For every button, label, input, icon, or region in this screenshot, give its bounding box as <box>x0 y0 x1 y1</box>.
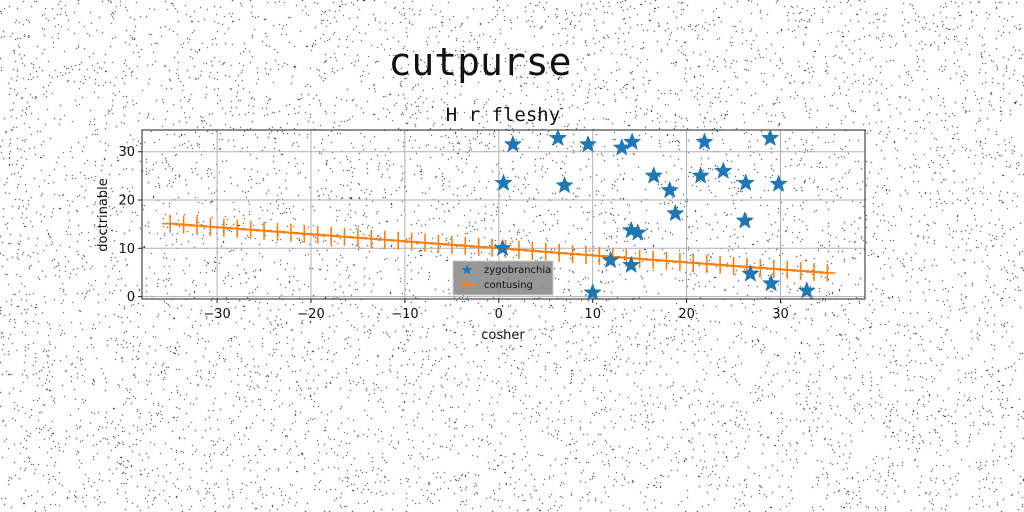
contusing-marker <box>336 227 353 246</box>
figure-suptitle: cutpurse <box>388 40 572 84</box>
y-axis-label: doctrinable <box>96 178 111 251</box>
contusing-marker <box>202 217 219 236</box>
contusing-marker <box>524 241 541 260</box>
x-tick-label: 10 <box>584 307 601 322</box>
x-tick-label: 0 <box>495 307 503 322</box>
contusing-marker <box>363 229 380 248</box>
zygobranchia-point <box>578 134 598 153</box>
zygobranchia-point <box>735 211 755 229</box>
contusing-marker <box>296 224 313 243</box>
zygobranchia-point <box>761 273 781 292</box>
contusing-marker <box>430 234 447 253</box>
contusing-marker <box>242 220 259 239</box>
x-tick-label: 20 <box>678 307 695 322</box>
contusing-marker <box>725 256 742 275</box>
y-tick-label: 30 <box>118 145 135 160</box>
plot-area-frame <box>141 129 866 300</box>
contusing-marker <box>819 263 836 282</box>
contusing-marker <box>282 223 299 242</box>
contusing-marker <box>309 225 326 244</box>
contusing-marker <box>792 261 809 280</box>
contusing-marker <box>417 233 434 252</box>
legend-plus-marker <box>463 279 471 289</box>
contusing-marker <box>510 240 527 259</box>
contusing-marker <box>779 260 796 279</box>
legend-marker-contusing <box>459 279 475 289</box>
contusing-marker <box>671 252 688 271</box>
zygobranchia-point <box>555 175 574 194</box>
zygobranchia-point <box>583 283 602 301</box>
legend-label-contusing: contusing <box>484 280 533 291</box>
x-tick-label: −20 <box>297 307 324 322</box>
zygobranchia-point <box>660 180 679 199</box>
contusing-marker <box>470 237 487 256</box>
legend-marker-zygobranchia <box>461 264 473 275</box>
contusing-marker <box>269 222 286 241</box>
y-tick-label: 0 <box>127 290 135 305</box>
zygobranchia-point <box>797 281 817 299</box>
contusing-marker <box>645 250 662 269</box>
contusing-marker <box>403 232 420 251</box>
zygobranchia-point <box>695 132 714 150</box>
x-tick-label: 30 <box>772 307 789 322</box>
zygobranchia-point <box>769 174 788 192</box>
series-layer <box>162 128 836 301</box>
legend: zygobranchia contusing <box>452 260 554 296</box>
contusing-marker <box>323 226 340 245</box>
contusing-marker <box>229 219 246 238</box>
legend-box <box>452 260 554 296</box>
contusing-marker <box>457 236 474 255</box>
contusing-marker <box>658 251 675 270</box>
contusing-marker <box>712 255 729 274</box>
contusing-marker <box>765 259 782 278</box>
y-tick-label: 10 <box>118 242 135 257</box>
x-axis-label: cosher <box>481 328 525 343</box>
zygobranchia-point <box>628 223 648 241</box>
contusing-marker <box>564 244 581 263</box>
contusing-marker <box>376 230 393 249</box>
contusing-marker <box>551 243 568 262</box>
zygobranchia-point <box>691 166 710 184</box>
grid-lines <box>142 130 865 299</box>
zygobranchia-point <box>548 128 568 147</box>
chart-title: H r fleshy <box>446 104 560 126</box>
zygobranchia-point <box>601 250 620 269</box>
legend-label-zygobranchia: zygobranchia <box>484 265 551 276</box>
contusing-marker <box>806 262 823 281</box>
contusing-marker <box>577 245 594 264</box>
contusing-marker <box>175 215 192 234</box>
legend-star-marker <box>461 264 473 275</box>
contusing-marker <box>752 258 769 277</box>
x-axis-ticks: −30 −20 −10 0 10 20 30 <box>203 299 789 322</box>
contusing-marker <box>591 246 608 265</box>
contusing-marker <box>698 254 715 273</box>
zygobranchia-point <box>666 203 685 222</box>
contusing-marker <box>215 218 232 237</box>
x-tick-label: −30 <box>203 307 230 322</box>
contusing-marker <box>188 216 205 235</box>
contusing-marker <box>162 214 179 233</box>
zygobranchia-point <box>494 173 513 191</box>
contusing-marker <box>256 221 273 240</box>
zygobranchia-point <box>741 264 760 282</box>
x-tick-label: −10 <box>391 307 418 322</box>
contusing-marker <box>537 242 554 261</box>
contusing-marker <box>349 228 366 247</box>
contusing-marker <box>443 235 460 254</box>
y-axis-ticks: 0 10 20 30 <box>118 145 142 305</box>
y-tick-label: 20 <box>118 194 135 209</box>
zygobranchia-point <box>503 134 523 153</box>
zygobranchia-point <box>736 173 755 191</box>
contusing-marker <box>685 253 702 272</box>
contusing-marker <box>631 249 648 268</box>
contusing-marker <box>390 231 407 250</box>
zygobranchia-point <box>622 132 642 150</box>
zygobranchia-point <box>621 255 641 274</box>
zygobranchia-point <box>493 238 512 257</box>
zygobranchia-point <box>644 166 663 184</box>
zygobranchia-point <box>760 128 780 147</box>
zygobranchia-point <box>713 161 733 179</box>
